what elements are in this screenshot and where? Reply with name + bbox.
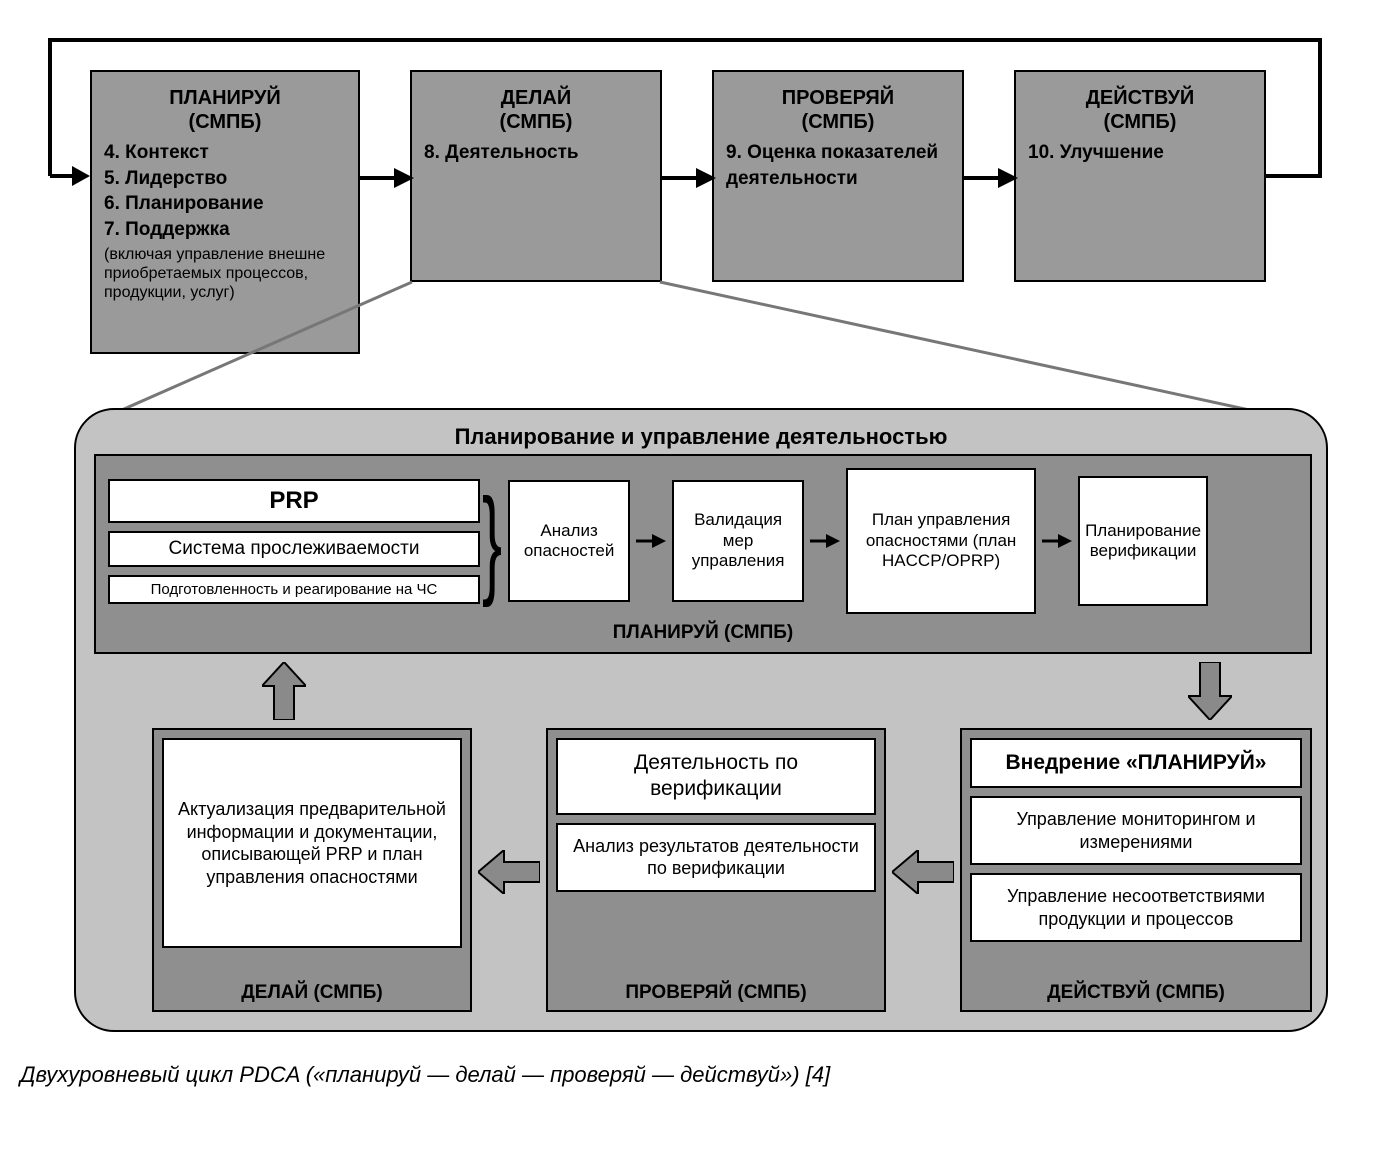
detail-check-label: ПРОВЕРЯЙ (СМПБ)	[548, 982, 884, 1004]
detail-check-block: Деятельность по верификации Анализ резул…	[546, 728, 886, 1012]
pdca-diagram: ПЛАНИРУЙ (СМПБ) 4. Контекст 5. Лидерство…	[20, 20, 1376, 1100]
arrow-plan-to-act-down	[1188, 662, 1232, 720]
detail-panel: Планирование и управление деятельностью …	[74, 408, 1328, 1032]
arrow-act-to-check	[892, 850, 954, 894]
act-box-1: Внедрение «ПЛАНИРУЙ»	[970, 738, 1302, 788]
detail-plan-block: PRP Система прослеживаемости Подготовлен…	[94, 454, 1312, 654]
prp-row-3: Подготовленность и реагирование на ЧС	[108, 575, 480, 604]
check-box-1: Деятельность по верификации	[556, 738, 876, 815]
brace-icon: }	[482, 487, 502, 595]
step-analysis: Анализ опасностей	[508, 480, 630, 602]
detail-act-label: ДЕЙСТВУЙ (СМПБ)	[962, 982, 1310, 1004]
check-box-2: Анализ результатов деятельности по вериф…	[556, 823, 876, 892]
arrow-check-to-do	[478, 850, 540, 894]
arrow-do-to-plan-up	[262, 662, 306, 720]
detail-act-block: Внедрение «ПЛАНИРУЙ» Управление монитори…	[960, 728, 1312, 1012]
prp-row-2: Система прослеживаемости	[108, 531, 480, 567]
prp-stack: PRP Система прослеживаемости Подготовлен…	[108, 479, 480, 604]
act-box-2: Управление мониторингом и измерениями	[970, 796, 1302, 865]
do-box-1: Актуализация предварительной информации …	[162, 738, 462, 948]
step-validation: Валидация мер управления	[672, 480, 804, 602]
arrow-step-3	[1042, 531, 1072, 551]
detail-plan-label: ПЛАНИРУЙ (СМПБ)	[108, 622, 1298, 644]
detail-do-block: Актуализация предварительной информации …	[152, 728, 472, 1012]
step-verification-plan: Планирование верификации	[1078, 476, 1208, 606]
prp-row-1: PRP	[108, 479, 480, 523]
step-haccp-plan: План управления опасностями (план HACCP/…	[846, 468, 1036, 614]
arrow-step-2	[810, 531, 840, 551]
callout-lines	[20, 20, 1376, 440]
detail-do-label: ДЕЛАЙ (СМПБ)	[154, 982, 470, 1004]
detail-title: Планирование и управление деятельностью	[94, 424, 1308, 450]
figure-caption: Двухуровневый цикл PDCA («планируй — дел…	[20, 1062, 830, 1088]
arrow-step-1	[636, 531, 666, 551]
act-box-3: Управление несоответствиями продукции и …	[970, 873, 1302, 942]
